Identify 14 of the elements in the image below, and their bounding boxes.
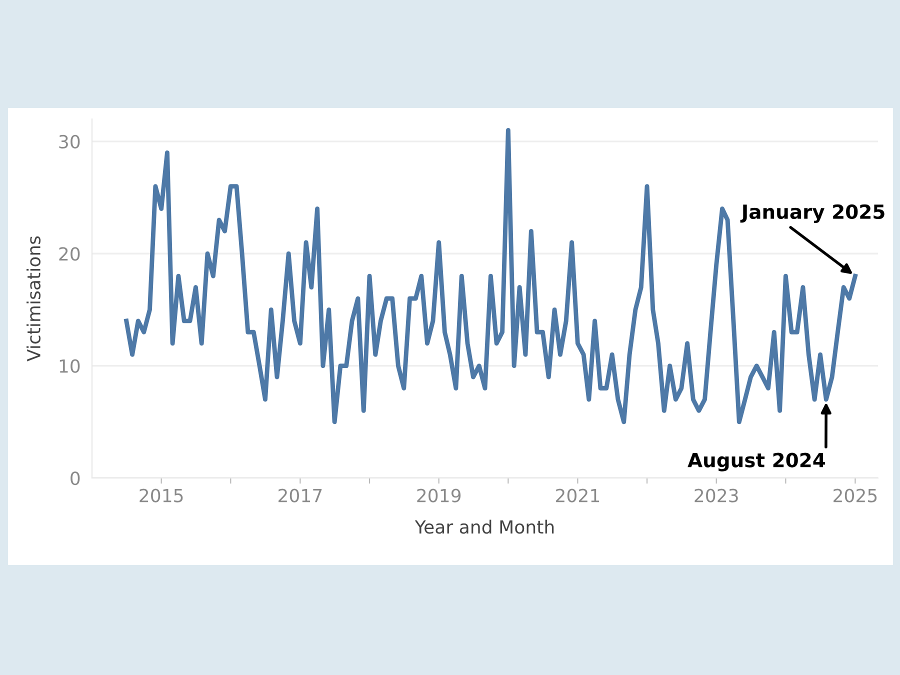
x-axis-title: Year and Month [414, 520, 554, 534]
annotation: January 2025 [740, 204, 884, 223]
x-tick-label: 2023 [694, 488, 738, 502]
x-tick-label: 2025 [834, 488, 877, 502]
y-axis-title: Victimisations [26, 236, 41, 362]
annotation: August 2024 [688, 452, 826, 472]
x-tick-label: 2019 [417, 488, 461, 502]
x-tick-label: 2021 [556, 488, 599, 502]
y-tick-label: 10 [60, 359, 80, 373]
x-tick-label: 2015 [140, 488, 183, 502]
y-tick-label: 20 [59, 247, 80, 261]
x-tick-label: 2017 [278, 488, 322, 502]
y-tick-label: 30 [59, 134, 80, 149]
y-tick-label: 0 [70, 471, 80, 486]
